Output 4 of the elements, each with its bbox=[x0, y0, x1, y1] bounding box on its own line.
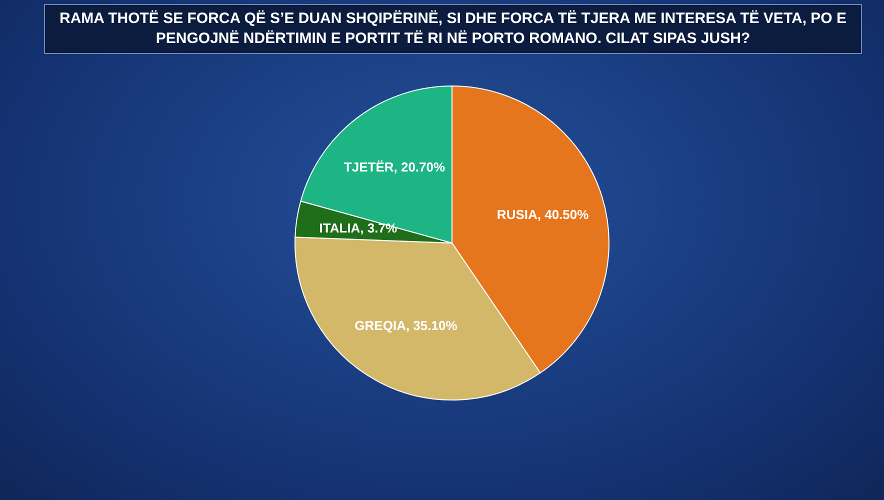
slice-label: RUSIA, 40.50% bbox=[496, 207, 590, 222]
slice-label: GREQIA, 35.10% bbox=[354, 318, 458, 334]
slice-label: TJETËR, 20.70% bbox=[344, 159, 446, 174]
chart-title: RAMA THOTË SE FORCA QË S’E DUAN SHQIPËRINË, SI DHE FORCA TË TJERA ME INTERESA TË VETA, PO E PENGOJNË NDËRTIMIN E PORTIT TË RI NË PORTO ROMANO. CILAT SIPAS JUSH? bbox=[44, 4, 862, 54]
